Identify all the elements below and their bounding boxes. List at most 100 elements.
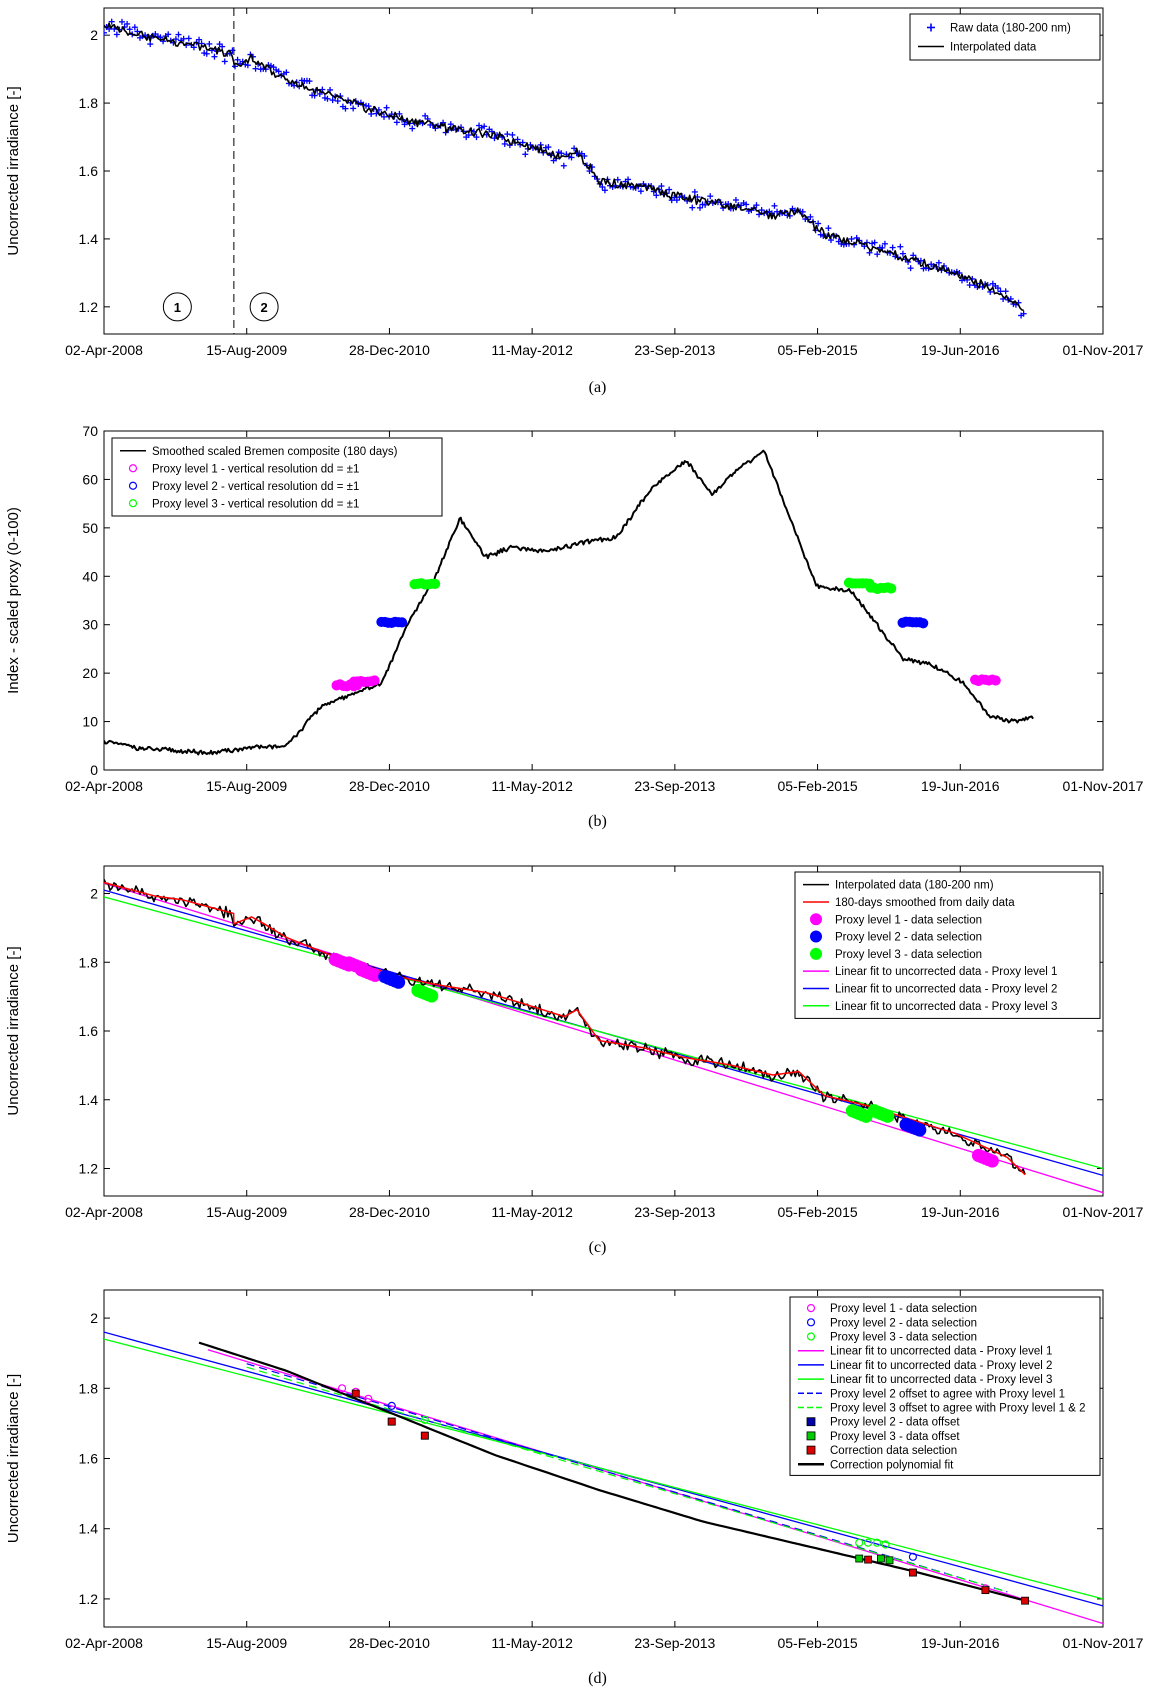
y-tick-label: 1.6 (79, 1023, 99, 1039)
y-tick-label: 2 (90, 27, 98, 43)
legend-box (794, 871, 1101, 1019)
y-tick-label: 60 (82, 471, 98, 487)
legend: Proxy level 1 - data selection Proxy leve… (789, 1296, 1101, 1476)
legend-label: Proxy level 1 - data selection (830, 1303, 977, 1315)
proxy-level-point (886, 583, 897, 594)
linear-fit-line (104, 882, 1103, 1194)
legend-circle-swatch (806, 1303, 816, 1313)
y-tick-label: 1.2 (79, 1591, 99, 1607)
x-tick-label: 02-Apr-2008 (65, 1635, 143, 1651)
proxy-selection-point (863, 1538, 873, 1547)
x-tick-label: 11-May-2012 (491, 778, 573, 794)
legend: Raw data (180-200 nm) Interpolated data (909, 13, 1101, 61)
y-tick-label: 30 (82, 617, 98, 633)
x-tick-label: 01-Nov-2017 (1063, 1635, 1144, 1651)
raw-data-point (825, 225, 832, 232)
raw-data-point (899, 250, 906, 257)
proxy-selection-point (855, 1538, 864, 1547)
raw-data-point (393, 119, 400, 126)
legend-circle-swatch (810, 913, 822, 926)
raw-data-point (229, 47, 236, 54)
legend-label: Proxy level 2 - data selection (835, 932, 982, 944)
legend-label: Interpolated data (950, 42, 1037, 54)
legend-label: Linear fit to uncorrected data - Proxy l… (830, 1360, 1052, 1372)
proxy-selection-point (425, 989, 439, 1003)
y-tick-label: 1.4 (79, 1092, 99, 1108)
raw-data-point (514, 136, 521, 143)
linear-fit-line (104, 1338, 1103, 1600)
raw-data-point (234, 56, 241, 63)
raw-data-point (910, 252, 917, 259)
legend-label: Smoothed scaled Bremen composite (180 da… (152, 446, 398, 458)
raw-data-point (124, 20, 131, 27)
raw-data-point (696, 204, 703, 211)
x-tick-label: 23-Sep-2013 (634, 342, 715, 358)
raw-data-point (396, 110, 403, 117)
x-tick-label: 23-Sep-2013 (634, 1204, 715, 1220)
legend-label: Proxy level 1 - data selection (835, 914, 982, 926)
legend-circle-swatch (128, 499, 138, 508)
x-tick-label: 02-Apr-2008 (65, 342, 143, 358)
proxy-selection-point (913, 1123, 927, 1137)
legend-item: Correction polynomial fit (798, 1459, 954, 1471)
raw-data-point (203, 50, 210, 57)
legend-label: Correction data selection (830, 1445, 957, 1457)
legend-label: Proxy level 3 - data offset (830, 1431, 960, 1443)
legend-label: Proxy level 2 offset to agree with Proxy… (830, 1388, 1065, 1400)
proxy-selection-point (420, 1415, 429, 1424)
raw-data-point (601, 187, 608, 194)
x-tick-label: 01-Nov-2017 (1063, 1204, 1144, 1220)
raw-data-point (935, 259, 942, 266)
raw-data-point (219, 43, 226, 50)
offset-data-point (885, 1556, 894, 1565)
raw-data-point (185, 35, 192, 42)
legend-box (909, 13, 1101, 61)
raw-data-point (165, 31, 172, 38)
legend-square-swatch (806, 1417, 816, 1427)
legend-label: Proxy level 3 - data selection (830, 1332, 977, 1344)
raw-data-point (126, 26, 133, 33)
y-tick-label: 10 (82, 714, 98, 730)
legend-item: 180-days smoothed from daily data (803, 897, 1015, 909)
raw-data-point (558, 150, 565, 157)
raw-data-point (275, 68, 282, 75)
raw-data-point (568, 154, 575, 161)
y-tick-label: 1.2 (79, 299, 99, 315)
x-tick-label: 19-Jun-2016 (921, 778, 1000, 794)
x-tick-label: 05-Feb-2015 (777, 778, 857, 794)
legend-item: Proxy level 3 - data selection (806, 1332, 977, 1344)
raw-data-point (131, 24, 138, 31)
x-tick-label: 19-Jun-2016 (921, 1204, 1000, 1220)
y-axis-label: Uncorrected irradiance [-] (5, 86, 22, 255)
panel-label: (a) (589, 379, 607, 396)
raw-data-point (147, 41, 154, 48)
chart-panel-2: 02-Apr-2008 15-Aug-2009 28-Dec-2010 11-May-… (5, 423, 1144, 830)
raw-data-point (545, 144, 552, 151)
chart-panel-4: 02-Apr-2008 15-Aug-2009 28-Dec-2010 11-May-… (5, 1289, 1144, 1687)
legend-label: Proxy level 3 offset to agree with Proxy… (830, 1403, 1085, 1415)
raw-data-point (522, 151, 529, 158)
proxy-selection-point (908, 1552, 918, 1561)
proxy-selection-point (881, 1109, 895, 1123)
raw-data-point (306, 78, 313, 85)
legend-label: Raw data (180-200 nm) (950, 23, 1071, 35)
legend-circle-swatch (806, 1332, 816, 1341)
raw-data-point (743, 201, 750, 208)
raw-data-point (104, 29, 107, 36)
legend-label: Interpolated data (180-200 nm) (835, 880, 994, 892)
raw-data-point (316, 90, 323, 97)
raw-data-point (172, 36, 179, 43)
raw-data-point (501, 140, 508, 147)
y-tick-label: 1.4 (79, 231, 99, 247)
x-tick-label: 11-May-2012 (491, 1635, 573, 1651)
y-tick-label: 1.2 (79, 1161, 99, 1177)
x-tick-label: 19-Jun-2016 (921, 1635, 1000, 1651)
legend-circle-swatch (128, 464, 138, 473)
raw-data-point (653, 192, 660, 199)
raw-data-point (702, 201, 709, 208)
proxy-level-point (429, 578, 441, 589)
legend-item: Proxy level 3 offset to agree with Proxy… (798, 1403, 1085, 1415)
legend-item: Interpolated data (918, 42, 1037, 54)
